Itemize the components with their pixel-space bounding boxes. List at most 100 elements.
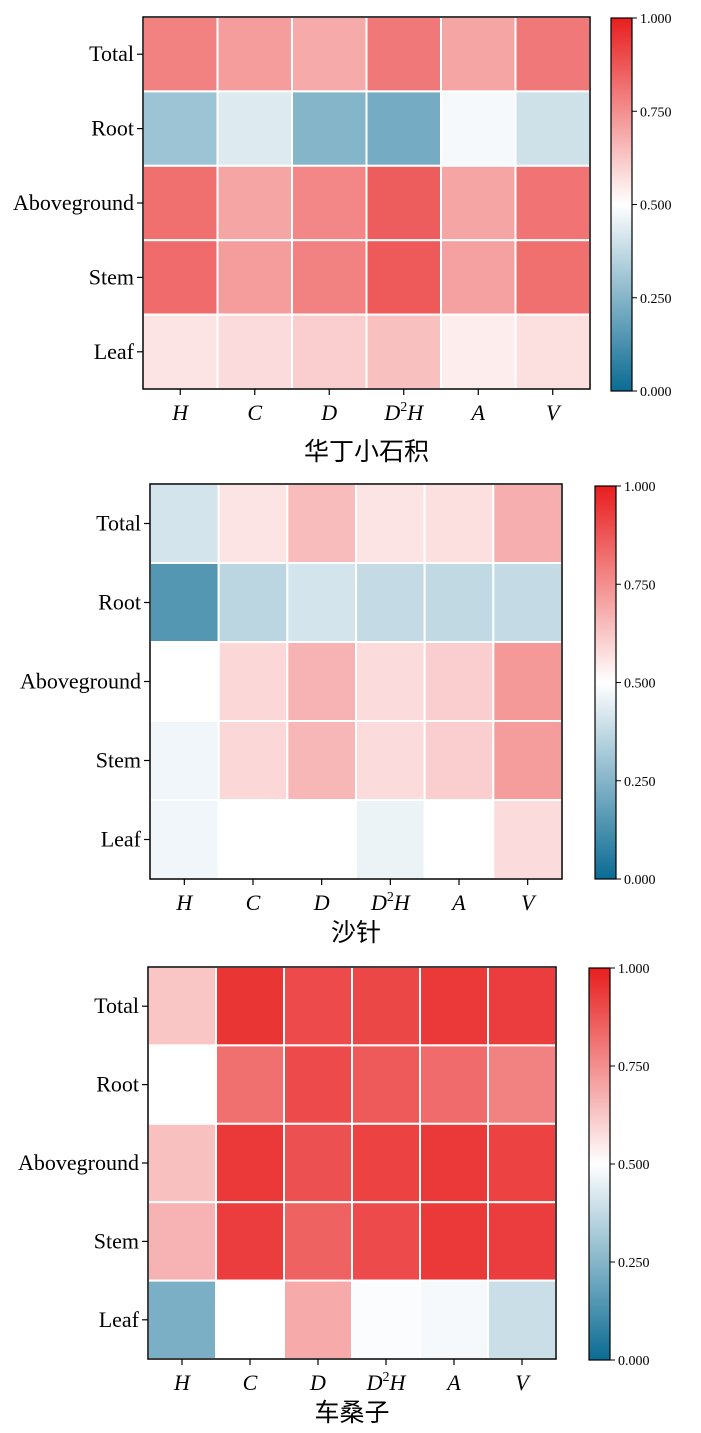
heatmap-cell <box>216 313 293 391</box>
column-label: D2H <box>366 1370 407 1395</box>
colorbar-tick-label: 0.000 <box>618 1354 650 1369</box>
column-label: H <box>171 400 189 425</box>
heatmap-cell <box>149 720 220 801</box>
heatmap-cell <box>142 164 219 242</box>
heatmap-cell <box>487 1122 557 1204</box>
heatmap-cell <box>419 966 489 1047</box>
heatmap-cell <box>291 313 368 391</box>
column-label: D <box>313 890 330 915</box>
column-label: D <box>320 400 337 425</box>
heatmap-cell <box>492 641 564 722</box>
heatmap-cell <box>355 641 426 722</box>
heatmap-cell <box>147 1201 217 1282</box>
heatmap-cell <box>283 1279 353 1360</box>
heatmap-cell <box>487 1201 557 1282</box>
heatmap-cell <box>423 799 495 880</box>
colorbar-tick-label: 0.000 <box>640 385 672 400</box>
colorbar-tick-label: 0.500 <box>624 677 656 692</box>
heatmap-cell <box>365 239 442 316</box>
heatmap-cell <box>149 562 220 643</box>
heatmap-cell <box>286 641 358 722</box>
heatmap-cell <box>419 1201 489 1282</box>
colorbar-tick-label: 0.750 <box>618 1060 650 1075</box>
heatmap-title: 车桑子 <box>314 1398 389 1427</box>
row-label: Leaf <box>101 827 142 852</box>
heatmap-cell <box>440 90 517 167</box>
column-label: D2H <box>370 890 411 915</box>
row-label: Root <box>91 116 134 141</box>
row-label: Stem <box>94 1228 139 1253</box>
heatmap-cell <box>440 16 517 93</box>
column-label: V <box>515 1370 531 1395</box>
column-label: D <box>309 1370 326 1395</box>
heatmap-cell <box>351 1044 421 1125</box>
heatmap-cell <box>365 16 442 93</box>
column-label: V <box>521 890 537 915</box>
colorbar: 0.000 0.250 0.500 0.750 1.000 <box>610 12 672 400</box>
row-label: Total <box>89 41 134 66</box>
row-label: Stem <box>89 264 134 289</box>
heatmap-cell <box>286 562 358 643</box>
heatmap-cell <box>217 720 289 801</box>
colorbar: 0.000 0.250 0.500 0.750 1.000 <box>594 480 656 888</box>
heatmap-cell <box>365 164 442 242</box>
heatmap-cell <box>147 1279 217 1360</box>
column-label: H <box>175 890 193 915</box>
heatmap-cell <box>216 164 293 242</box>
heatmap-cell <box>217 641 289 722</box>
heatmap-cell <box>514 90 591 167</box>
heatmap-cell <box>216 90 293 167</box>
heatmap-title: 沙针 <box>331 918 381 947</box>
heatmap-cell <box>492 483 564 564</box>
colorbar-tick-label: 0.250 <box>618 1256 650 1271</box>
heatmap-cell <box>215 1201 285 1282</box>
heatmap-cell <box>215 1044 285 1125</box>
heatmap-cell <box>215 1279 285 1360</box>
colorbar-tick-label: 1.000 <box>618 962 650 977</box>
heatmap-cell <box>286 720 358 801</box>
heatmap-cell <box>351 1201 421 1282</box>
heatmap-cell <box>215 966 285 1047</box>
heatmap-cell <box>492 720 564 801</box>
column-label: A <box>450 890 466 915</box>
heatmap-cell <box>514 313 591 391</box>
row-label: Total <box>96 511 141 536</box>
heatmap-cell <box>291 16 368 93</box>
heatmap-cell <box>355 720 426 801</box>
heatmap-cell <box>142 90 219 167</box>
heatmap-cell <box>440 313 517 391</box>
row-label: Aboveground <box>18 1150 139 1175</box>
heatmap-cell <box>291 164 368 242</box>
heatmap-cell <box>351 1122 421 1204</box>
heatmap-cell <box>283 966 353 1047</box>
column-label: C <box>247 400 262 425</box>
heatmap-cell <box>215 1122 285 1204</box>
column-label: H <box>173 1370 191 1395</box>
heatmap-cell <box>355 562 426 643</box>
heatmap-cell <box>149 483 220 564</box>
row-label: Root <box>96 1072 139 1097</box>
heatmap-panel-3: Total Root Aboveground Stem Leaf H C D D2H A V 车桑子 0… <box>18 962 649 1427</box>
colorbar-tick-label: 0.750 <box>640 105 672 120</box>
heatmap-cell <box>217 483 289 564</box>
heatmap-cell <box>142 239 219 316</box>
heatmap-cell <box>419 1122 489 1204</box>
column-label: V <box>546 400 562 425</box>
heatmap-cell <box>419 1044 489 1125</box>
heatmap-cell <box>142 313 219 391</box>
heatmap-cell <box>283 1044 353 1125</box>
colorbar-tick-label: 0.250 <box>624 775 656 790</box>
colorbar-tick-label: 0.250 <box>640 292 672 307</box>
heatmap-cell <box>351 966 421 1047</box>
heatmap-cell <box>355 799 426 880</box>
heatmap-cell <box>514 16 591 93</box>
colorbar-tick-label: 0.750 <box>624 578 656 593</box>
heatmap-cell <box>286 799 358 880</box>
heatmap-cell <box>423 483 495 564</box>
heatmap-cell <box>440 239 517 316</box>
heatmap-cell <box>149 799 220 880</box>
heatmap-cell <box>291 90 368 167</box>
colorbar-gradient <box>594 485 617 880</box>
row-label: Aboveground <box>13 190 134 215</box>
